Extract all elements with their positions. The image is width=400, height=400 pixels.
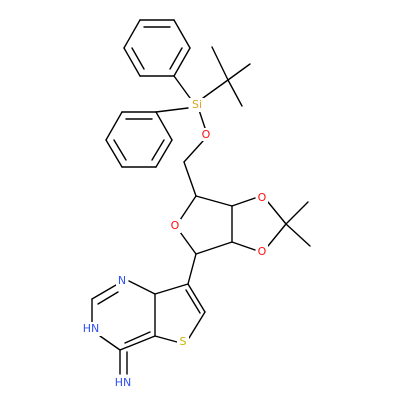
bond bbox=[267, 223, 287, 247]
bond bbox=[267, 201, 287, 225]
silicon-atom-label: Si bbox=[192, 98, 202, 111]
bond bbox=[187, 283, 206, 313]
acetal-oxygen-bottom-label: O bbox=[258, 245, 267, 258]
bond bbox=[173, 47, 191, 77]
bond bbox=[285, 201, 309, 225]
atom-labels: Si O O O O N HN S HN bbox=[80, 98, 268, 390]
bond bbox=[187, 253, 197, 285]
bond bbox=[99, 335, 121, 351]
bond bbox=[185, 289, 201, 314]
bond bbox=[155, 139, 173, 168]
ring-oxygen-label: O bbox=[171, 219, 180, 232]
bond bbox=[105, 139, 123, 168]
bond bbox=[195, 241, 233, 255]
pyrimidine-nh-label: HN bbox=[83, 322, 100, 335]
bond bbox=[231, 197, 256, 207]
bond bbox=[285, 223, 311, 247]
bond bbox=[124, 331, 151, 344]
bond bbox=[97, 291, 119, 305]
bond bbox=[119, 335, 156, 351]
bond bbox=[131, 47, 145, 70]
thiophene-sulfur-label: S bbox=[180, 335, 187, 348]
bond bbox=[198, 109, 206, 129]
bond bbox=[211, 46, 229, 81]
bond bbox=[113, 139, 127, 161]
bond bbox=[151, 139, 165, 161]
silyl-ether-oxygen-label: O bbox=[202, 128, 211, 141]
bond bbox=[173, 75, 191, 99]
bond bbox=[195, 195, 233, 207]
bond bbox=[123, 19, 141, 49]
bond bbox=[105, 111, 123, 141]
bond bbox=[169, 47, 183, 70]
bond bbox=[128, 280, 156, 295]
bond bbox=[155, 111, 173, 141]
bond bbox=[155, 107, 189, 113]
bond bbox=[154, 283, 189, 295]
bond bbox=[202, 79, 229, 99]
bond bbox=[173, 19, 191, 49]
bond bbox=[227, 79, 243, 107]
bond bbox=[123, 47, 141, 77]
imine-nh-label: HN bbox=[115, 376, 132, 389]
bond bbox=[183, 140, 204, 163]
bond bbox=[154, 335, 178, 343]
bond bbox=[91, 284, 117, 300]
bond bbox=[231, 241, 256, 251]
bond-lines bbox=[91, 19, 311, 375]
pyrimidine-nitrogen-label: N bbox=[118, 274, 126, 287]
bond bbox=[227, 63, 251, 81]
bond bbox=[183, 161, 197, 197]
acetal-oxygen-top-label: O bbox=[258, 191, 267, 204]
bond bbox=[179, 195, 197, 221]
bond bbox=[179, 231, 197, 255]
bond bbox=[188, 311, 206, 339]
